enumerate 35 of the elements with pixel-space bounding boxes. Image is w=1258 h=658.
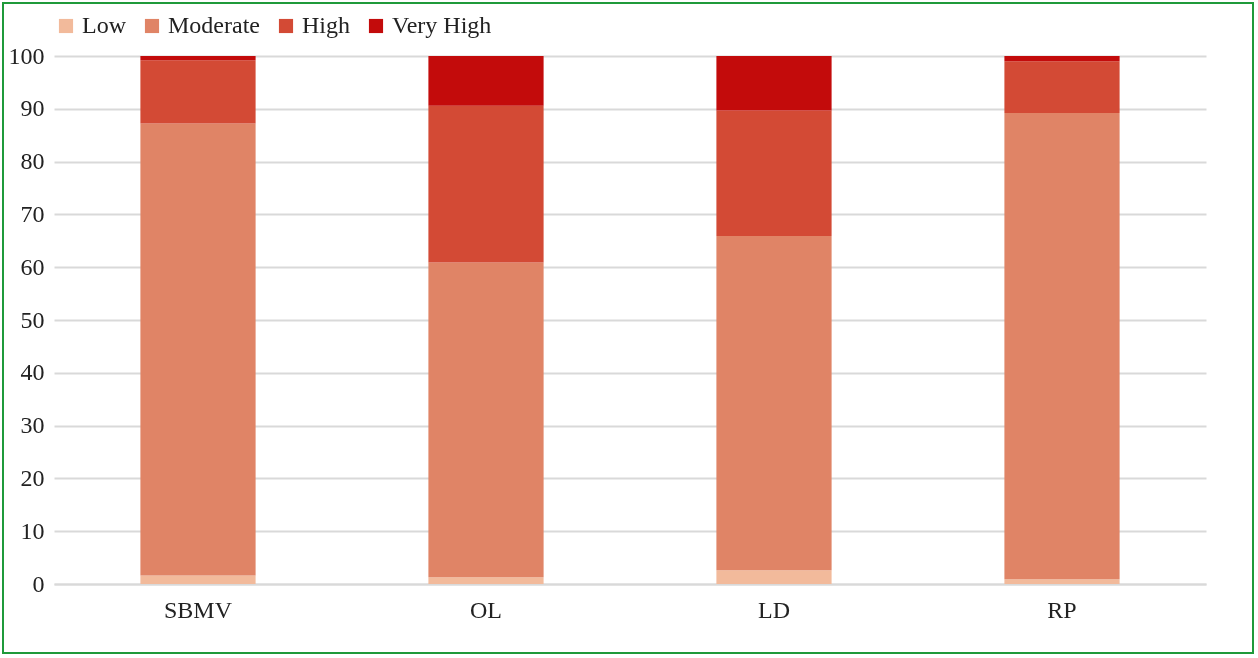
- bar: [1004, 579, 1120, 584]
- x-tick-label: RP: [1047, 596, 1077, 623]
- bar: [1004, 113, 1120, 580]
- y-tick-label: 60: [20, 253, 45, 280]
- bar: [428, 56, 544, 106]
- y-tick-label: 20: [20, 464, 45, 491]
- bar: [140, 575, 256, 584]
- legend-label: Low: [82, 12, 127, 38]
- bar: [140, 60, 256, 124]
- bar: [1004, 56, 1120, 62]
- bar: [428, 577, 544, 584]
- bar: [428, 262, 544, 578]
- x-tick-label: LD: [758, 596, 790, 623]
- y-tick-label: 30: [20, 412, 45, 439]
- bar: [140, 123, 256, 576]
- legend-label: High: [302, 12, 350, 38]
- y-tick-label: 100: [8, 42, 45, 69]
- x-tick-label: OL: [470, 596, 502, 623]
- y-tick-label: 90: [20, 95, 45, 122]
- legend-label: Very High: [392, 12, 492, 38]
- y-tick-label: 50: [20, 306, 45, 333]
- y-tick-label: 40: [20, 359, 45, 386]
- bar: [716, 110, 832, 237]
- x-tick-label: SBMV: [163, 596, 233, 623]
- legend-label: Moderate: [168, 12, 260, 38]
- bar: [716, 236, 832, 571]
- bar: [1004, 61, 1120, 114]
- y-tick-label: 0: [32, 570, 45, 597]
- bar: [428, 105, 544, 263]
- bar: [140, 56, 256, 61]
- y-tick-label: 80: [20, 148, 45, 175]
- bar: [716, 56, 832, 111]
- bar: [716, 570, 832, 584]
- y-tick-label: 10: [20, 517, 45, 544]
- y-tick-label: 70: [20, 200, 45, 227]
